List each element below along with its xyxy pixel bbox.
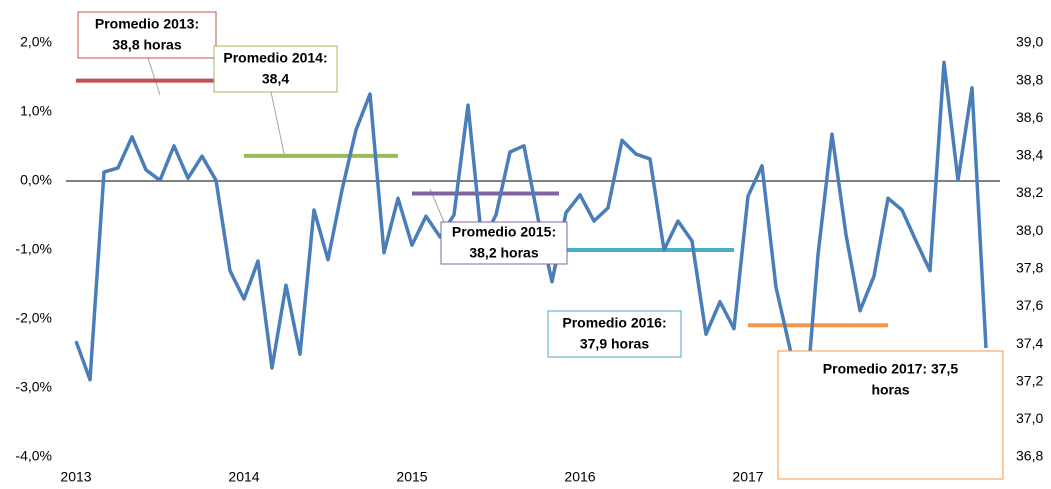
average-label: horas [871,382,909,398]
y2-tick-label: 37,6 [1016,297,1043,313]
box-frame [777,350,1004,480]
leader-line [270,91,286,159]
y2-tick-label: 37,8 [1016,260,1043,276]
y-tick-label: 0,0% [20,172,52,188]
average-label: Promedio 2017: 37,5 [823,361,959,377]
average-label: 37,9 horas [580,336,649,352]
y2-tick-label: 38,4 [1016,147,1043,163]
series-line [74,60,988,428]
box-frame [547,310,682,358]
average-label: 38,2 horas [469,245,538,261]
x-tick-label: 2017 [732,469,763,485]
y-tick-label: -3,0% [15,379,52,395]
leader-line [147,57,161,96]
box-frame [213,45,338,93]
y-tick-label: 2,0% [20,34,52,50]
y2-tick-label: 38,6 [1016,109,1043,125]
y-tick-label: -4,0% [15,448,52,464]
average-label: 38,4 [262,71,289,87]
y-tick-label: -2,0% [15,310,52,326]
average-label: 38,8 horas [112,37,181,53]
y2-tick-label: 37,2 [1016,372,1043,388]
y2-tick-label: 37,0 [1016,410,1043,426]
average-label: Promedio 2016: [562,315,666,331]
box-frame [440,221,568,265]
y2-tick-label: 38,8 [1016,71,1043,87]
y2-tick-label: 38,0 [1016,222,1043,238]
box-frame [77,11,217,59]
x-tick-label: 2016 [564,469,595,485]
average-box: Promedio 2015: 38,2 horas [440,221,568,265]
average-box: Promedio 2013: 38,8 horas [77,11,217,59]
y2-tick-label: 36,8 [1016,448,1043,464]
average-box: Promedio 2017: 37,5 horas [777,350,1004,480]
average-label: Promedio 2015: [452,224,556,240]
y2-tick-label: 37,4 [1016,335,1043,351]
average-box: Promedio 2016: 37,9 horas [547,310,682,358]
y2-tick-label: 39,0 [1016,34,1043,50]
x-tick-label: 2015 [396,469,427,485]
x-tick-label: 2013 [60,469,91,485]
x-tick-label: 2014 [228,469,259,485]
y-tick-label: 1,0% [20,103,52,119]
y-tick-label: -1,0% [15,241,52,257]
average-label: Promedio 2014: [223,50,327,66]
average-label: Promedio 2013: [95,16,199,32]
y2-tick-label: 38,2 [1016,184,1043,200]
average-box: Promedio 2014: 38,4 [213,45,338,93]
